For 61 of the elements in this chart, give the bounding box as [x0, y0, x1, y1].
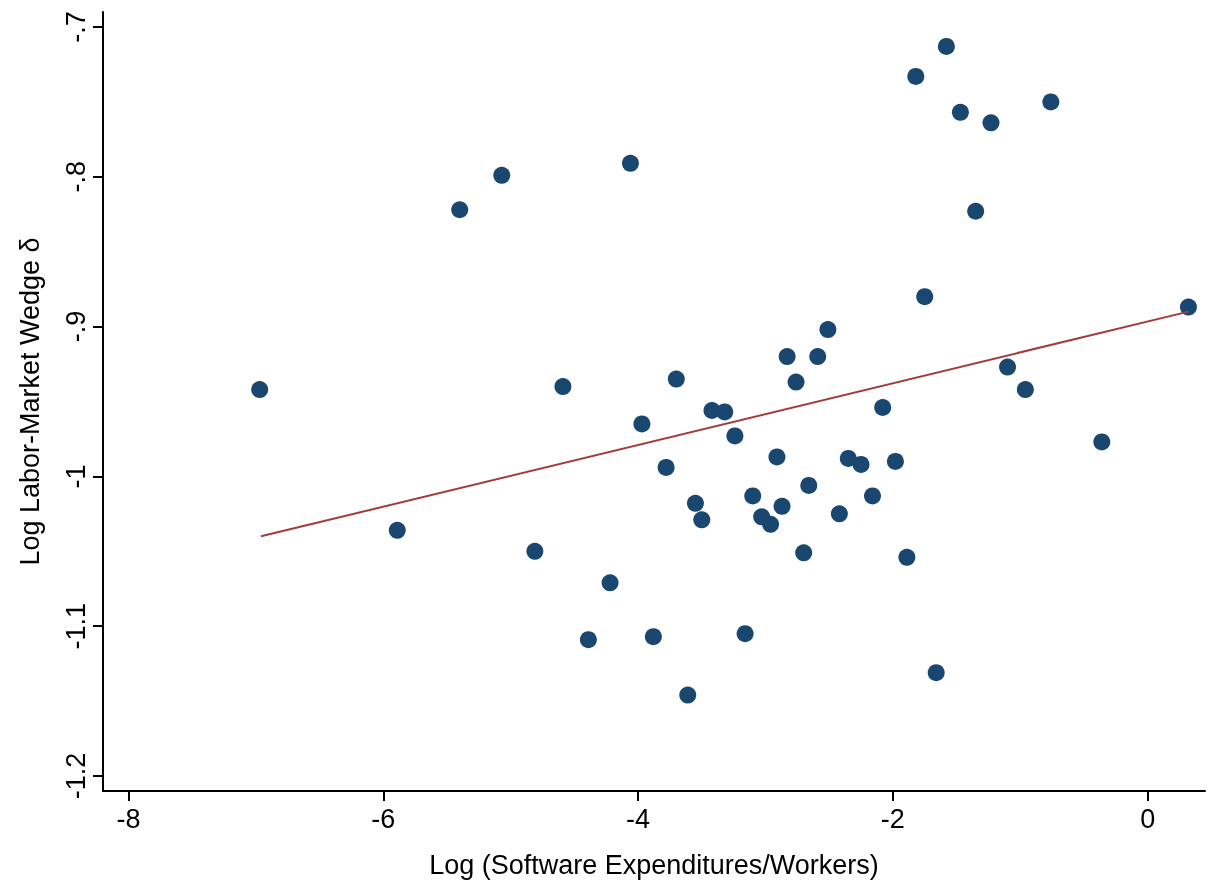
point [916, 288, 934, 306]
point [830, 505, 848, 523]
point [999, 358, 1017, 376]
point [667, 370, 685, 388]
point [852, 455, 870, 473]
x-tick-label: -2 [880, 803, 905, 834]
x-tick-label: -8 [116, 803, 141, 834]
point [1093, 433, 1111, 451]
x-axis-title: Log (Software Expenditures/Workers) [429, 849, 879, 880]
point [451, 201, 469, 219]
point [679, 686, 697, 704]
point [800, 476, 818, 494]
point [601, 574, 619, 592]
x-tick-label: -4 [626, 803, 651, 834]
point [1179, 298, 1197, 316]
point [937, 37, 955, 55]
point [693, 511, 711, 529]
y-tick-label: -.8 [60, 161, 91, 193]
point [744, 487, 762, 505]
point [773, 497, 791, 515]
point [762, 515, 780, 533]
point [554, 378, 572, 396]
point [526, 542, 544, 560]
point [809, 348, 827, 366]
y-tick-label: -1.2 [60, 752, 91, 800]
point [736, 625, 754, 643]
point [621, 154, 639, 172]
point [982, 114, 1000, 132]
point [657, 458, 675, 476]
point [251, 381, 269, 399]
point [864, 487, 881, 505]
point [579, 631, 597, 649]
y-tick-label: -1.1 [60, 602, 91, 650]
point [886, 452, 904, 470]
point [787, 373, 805, 391]
point [644, 628, 662, 646]
y-tick-label: -1 [60, 464, 91, 489]
point [1016, 381, 1034, 399]
point [898, 548, 916, 566]
point [493, 166, 511, 184]
point [726, 427, 744, 445]
y-tick-label: -.7 [60, 11, 91, 43]
x-tick-label: -6 [371, 803, 396, 834]
point [716, 403, 734, 421]
point [1042, 93, 1060, 111]
point [778, 348, 796, 366]
y-tick-label: -.9 [60, 310, 91, 343]
point [388, 521, 406, 539]
point [907, 67, 925, 85]
point [819, 321, 837, 339]
x-tick-label: 0 [1140, 803, 1156, 834]
point [768, 448, 786, 466]
point [927, 664, 945, 682]
point [967, 202, 985, 220]
point [686, 494, 704, 512]
point [633, 415, 651, 433]
y-axis-title: Log Labor-Market Wedge δ [14, 237, 45, 566]
point [839, 449, 857, 467]
point [874, 399, 892, 416]
point [795, 544, 813, 562]
point [951, 103, 969, 121]
